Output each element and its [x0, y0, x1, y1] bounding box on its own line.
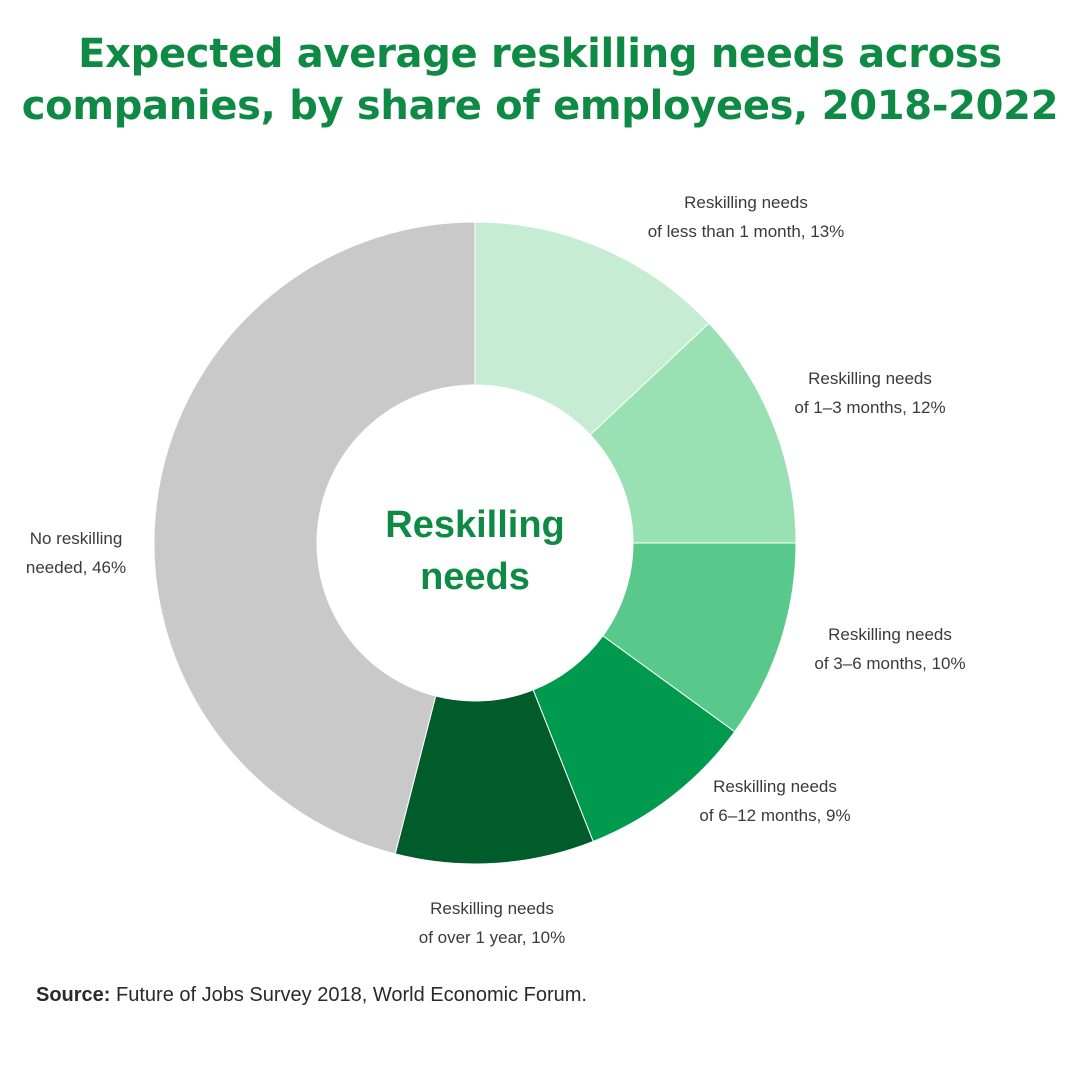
- donut-center-label: Reskilling needs: [385, 504, 565, 598]
- donut-slice-1: [474, 221, 710, 436]
- source-note: Source: Future of Jobs Survey 2018, Worl…: [36, 984, 587, 1007]
- donut-slice-6: [153, 221, 476, 855]
- source-text: Future of Jobs Survey 2018, World Econom…: [110, 984, 587, 1006]
- slice-label-2: Reskilling needs of 1–3 months, 12%: [794, 369, 945, 417]
- chart-title-line-1: Expected average reskilling needs across: [78, 31, 1002, 77]
- slice-label-3: Reskilling needs of 3–6 months, 10%: [814, 625, 965, 673]
- donut-slice-2: [589, 322, 797, 544]
- slice-label-5: Reskilling needs of over 1 year, 10%: [419, 899, 565, 947]
- slice-label-6: No reskilling needed, 46%: [26, 529, 126, 577]
- chart-title: Expected average reskilling needs across…: [0, 28, 1080, 132]
- slice-label-1: Reskilling needs of less than 1 month, 13…: [648, 193, 845, 241]
- slice-label-4: Reskilling needs of 6–12 months, 9%: [699, 777, 850, 825]
- source-label: Source:: [36, 984, 111, 1006]
- chart-title-line-2: companies, by share of employees, 2018-2…: [21, 83, 1059, 129]
